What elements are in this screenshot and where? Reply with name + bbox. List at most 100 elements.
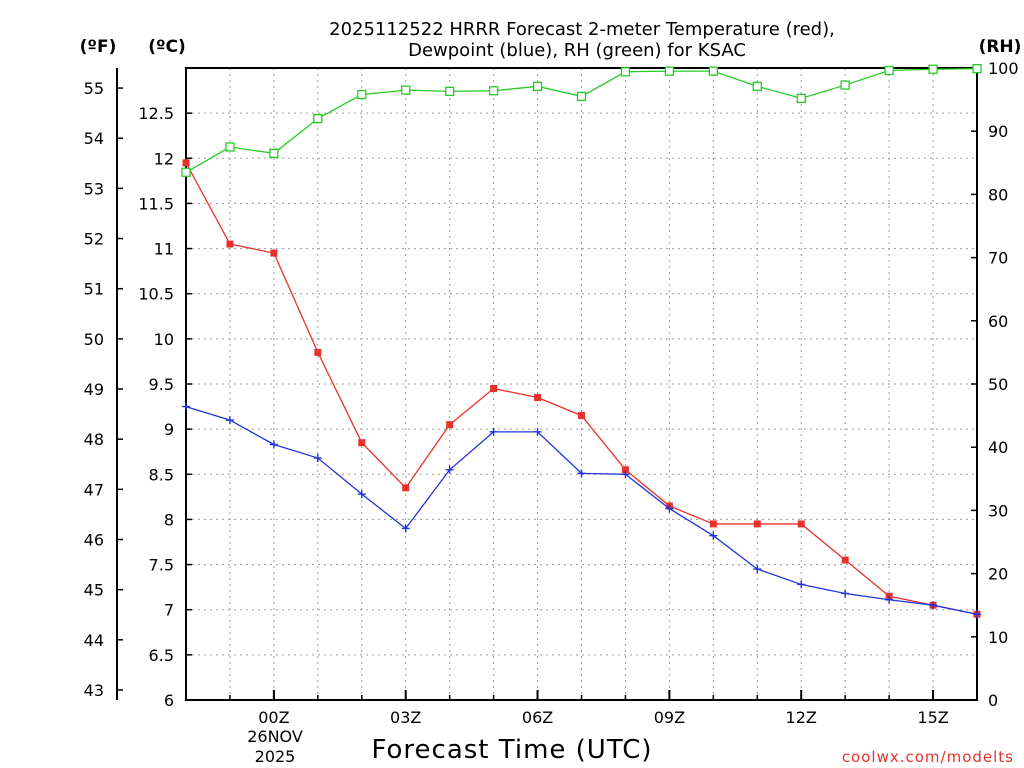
dewpoint-point xyxy=(709,531,718,540)
dewpoint-point xyxy=(489,427,498,436)
fahrenheit-tick-label: 43 xyxy=(84,681,104,700)
temperature-point xyxy=(358,439,366,447)
fahrenheit-tick-label: 44 xyxy=(84,631,104,650)
rh-point xyxy=(752,81,762,91)
rh-point xyxy=(884,65,894,76)
celsius-tick-label: 7 xyxy=(164,601,174,620)
temperature-point xyxy=(797,520,805,528)
temperature-point xyxy=(402,484,410,492)
celsius-tick-label: 11.5 xyxy=(138,194,174,213)
temperature-point xyxy=(314,348,322,356)
temperature-point xyxy=(709,520,717,528)
rh-point xyxy=(840,80,850,90)
dewpoint-series-line xyxy=(185,405,978,615)
chart-title-line-1: 2025112522 HRRR Forecast 2-meter Tempera… xyxy=(329,19,835,40)
rh-tick-label: 60 xyxy=(988,312,1008,331)
dewpoint-point xyxy=(841,589,850,598)
temperature-point xyxy=(621,466,629,474)
celsius-tick-label: 10 xyxy=(154,330,174,349)
unit-celsius-label: (ºC) xyxy=(148,37,186,57)
rh-point xyxy=(708,66,718,76)
x-tick-label-15Z: 15Z xyxy=(917,708,948,727)
unit-rh-label: (RH) xyxy=(979,37,1022,57)
temperature-point xyxy=(446,421,454,429)
temperature-point xyxy=(270,249,278,257)
rh-tick-label: 100 xyxy=(988,59,1019,78)
rh-point xyxy=(620,67,631,77)
fahrenheit-tick-label: 46 xyxy=(84,530,104,549)
x-tick-label-00Z: 00Z xyxy=(258,708,289,727)
temperature-point xyxy=(534,394,542,402)
credit-text: coolwx.com/modelts xyxy=(842,748,1014,766)
rh-tick-label: 20 xyxy=(988,565,1008,584)
x-tick-label-06Z: 06Z xyxy=(522,708,553,727)
celsius-tick-label: 12.5 xyxy=(138,104,174,123)
fahrenheit-tick-label: 52 xyxy=(84,230,104,249)
celsius-tick-label: 9 xyxy=(164,420,174,439)
rh-tick-label: 40 xyxy=(988,438,1008,457)
rh-point xyxy=(225,142,235,152)
tick-labels: 43 44 45 46 47 48 49 50 51 52 53 54 55 6 6.5 7 7.5 8 8.5 9 9… xyxy=(84,59,1019,727)
dewpoint-point xyxy=(182,402,190,411)
x-tick-label-12Z: 12Z xyxy=(786,708,817,727)
rh-tick-label: 0 xyxy=(988,691,998,710)
rh-point xyxy=(181,167,191,177)
celsius-tick-label: 6 xyxy=(164,691,174,710)
celsius-tick-label: 10.5 xyxy=(138,285,174,304)
dewpoint-point xyxy=(621,470,630,479)
dewpoint-point xyxy=(577,469,586,478)
axes xyxy=(116,67,978,701)
rh-point xyxy=(532,81,543,91)
date-label-year: 2025 xyxy=(255,747,296,766)
dewpoint-point xyxy=(357,490,366,499)
dewpoint-point xyxy=(533,427,542,436)
dewpoint-point xyxy=(401,524,410,533)
dewpoint-point xyxy=(225,416,234,425)
rh-tick-label: 10 xyxy=(988,628,1008,647)
temperature-point xyxy=(490,385,498,393)
fahrenheit-tick-label: 53 xyxy=(84,179,104,198)
fahrenheit-tick-label: 51 xyxy=(84,280,104,299)
celsius-tick-label: 8 xyxy=(164,510,174,529)
temperature-point xyxy=(841,556,849,564)
rh-point xyxy=(269,148,279,158)
rh-point xyxy=(972,63,982,74)
grid-lines xyxy=(186,68,977,700)
temperature-point xyxy=(578,412,585,420)
x-axis-title: Forecast Time (UTC) xyxy=(371,735,652,765)
dewpoint-point xyxy=(973,610,981,619)
x-tick-label-09Z: 09Z xyxy=(654,708,685,727)
rh-point xyxy=(445,86,455,97)
temperature-point xyxy=(182,159,190,167)
rh-point xyxy=(401,85,411,95)
celsius-tick-label: 12 xyxy=(154,149,174,168)
unit-fahrenheit-label: (ºF) xyxy=(80,37,117,57)
celsius-tick-label: 8.5 xyxy=(149,465,174,484)
rh-tick-label: 50 xyxy=(988,375,1008,394)
dewpoint-point xyxy=(269,440,278,449)
data-series xyxy=(181,63,982,619)
rh-tick-label: 70 xyxy=(988,249,1008,268)
fahrenheit-tick-label: 54 xyxy=(84,129,104,148)
celsius-tick-label: 6.5 xyxy=(149,646,174,665)
rh-tick-label: 90 xyxy=(988,122,1008,141)
dewpoint-point xyxy=(313,454,322,463)
dewpoint-point xyxy=(929,601,938,610)
rh-point xyxy=(313,113,323,124)
fahrenheit-tick-label: 47 xyxy=(84,480,104,499)
rh-tick-label: 80 xyxy=(988,185,1008,204)
dewpoint-point xyxy=(885,595,894,604)
rh-series-line xyxy=(185,67,978,173)
temperature-point xyxy=(226,240,234,248)
celsius-tick-label: 9.5 xyxy=(149,375,174,394)
celsius-tick-label: 11 xyxy=(154,240,174,259)
x-tick-label-03Z: 03Z xyxy=(390,708,421,727)
fahrenheit-tick-label: 55 xyxy=(84,79,104,98)
rh-point xyxy=(576,91,587,102)
rh-point xyxy=(664,66,675,76)
fahrenheit-tick-label: 48 xyxy=(84,430,104,449)
dewpoint-point xyxy=(665,504,674,513)
fahrenheit-tick-label: 49 xyxy=(84,380,104,399)
rh-point xyxy=(928,64,938,74)
rh-point xyxy=(357,89,367,100)
